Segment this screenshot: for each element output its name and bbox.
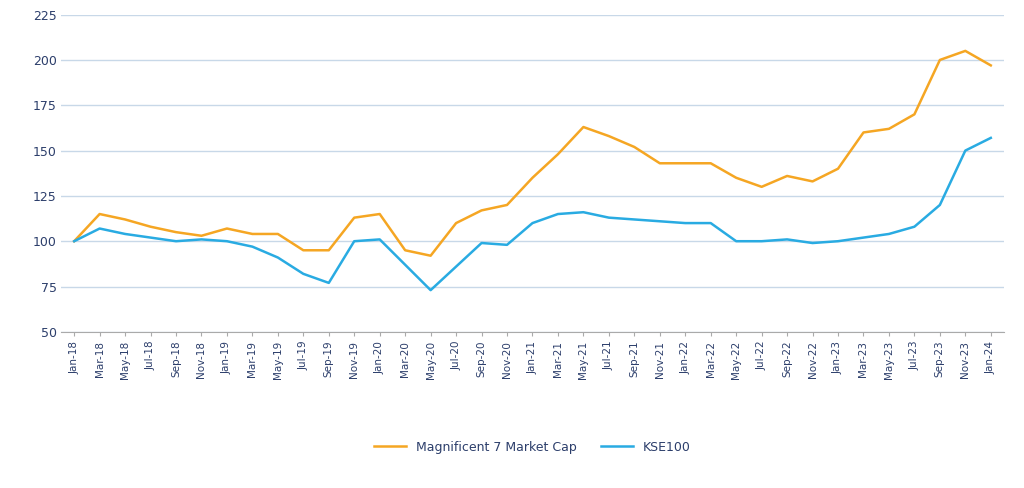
Magnificent 7 Market Cap (196, 233, 208, 239)
Magnificent 7 Market Cap (297, 247, 309, 253)
KSE100 (297, 271, 309, 277)
Magnificent 7 Market Cap (705, 161, 717, 166)
KSE100 (883, 231, 895, 237)
Magnificent 7 Market Cap (119, 217, 131, 223)
Magnificent 7 Market Cap (348, 215, 360, 221)
KSE100 (831, 238, 844, 244)
KSE100 (934, 202, 946, 208)
Magnificent 7 Market Cap (501, 202, 513, 208)
Magnificent 7 Market Cap (831, 166, 844, 172)
KSE100 (348, 238, 360, 244)
Magnificent 7 Market Cap (246, 231, 258, 237)
Magnificent 7 Market Cap (399, 247, 412, 253)
KSE100 (959, 148, 972, 154)
KSE100 (475, 240, 487, 246)
KSE100 (323, 280, 335, 286)
Magnificent 7 Market Cap (908, 111, 921, 117)
KSE100 (705, 220, 717, 226)
Magnificent 7 Market Cap (323, 247, 335, 253)
KSE100 (730, 238, 742, 244)
Magnificent 7 Market Cap (552, 151, 564, 157)
KSE100 (552, 211, 564, 217)
KSE100 (450, 264, 462, 269)
KSE100 (653, 218, 666, 224)
KSE100 (271, 255, 284, 261)
KSE100 (603, 215, 615, 221)
KSE100 (807, 240, 819, 246)
KSE100 (68, 238, 80, 244)
Magnificent 7 Market Cap (679, 161, 691, 166)
Line: Magnificent 7 Market Cap: Magnificent 7 Market Cap (74, 51, 991, 256)
KSE100 (119, 231, 131, 237)
KSE100 (526, 220, 539, 226)
KSE100 (399, 262, 412, 268)
Line: KSE100: KSE100 (74, 138, 991, 290)
KSE100 (908, 224, 921, 230)
Magnificent 7 Market Cap (807, 179, 819, 184)
Magnificent 7 Market Cap (578, 124, 590, 130)
KSE100 (170, 238, 182, 244)
Magnificent 7 Market Cap (68, 238, 80, 244)
Magnificent 7 Market Cap (221, 225, 233, 231)
KSE100 (246, 244, 258, 249)
KSE100 (196, 237, 208, 243)
KSE100 (578, 209, 590, 215)
Magnificent 7 Market Cap (959, 48, 972, 54)
KSE100 (425, 287, 437, 293)
Magnificent 7 Market Cap (883, 126, 895, 132)
Magnificent 7 Market Cap (93, 211, 105, 217)
Magnificent 7 Market Cap (934, 57, 946, 63)
Magnificent 7 Market Cap (756, 184, 768, 190)
KSE100 (374, 237, 386, 243)
Magnificent 7 Market Cap (653, 161, 666, 166)
Magnificent 7 Market Cap (475, 207, 487, 213)
Magnificent 7 Market Cap (425, 253, 437, 259)
Magnificent 7 Market Cap (170, 229, 182, 235)
KSE100 (781, 237, 794, 243)
KSE100 (93, 225, 105, 231)
Magnificent 7 Market Cap (271, 231, 284, 237)
KSE100 (857, 235, 869, 241)
Magnificent 7 Market Cap (781, 173, 794, 179)
Magnificent 7 Market Cap (526, 175, 539, 181)
KSE100 (628, 217, 640, 223)
KSE100 (756, 238, 768, 244)
Magnificent 7 Market Cap (628, 144, 640, 150)
KSE100 (221, 238, 233, 244)
Magnificent 7 Market Cap (985, 62, 997, 68)
Magnificent 7 Market Cap (144, 224, 157, 230)
KSE100 (679, 220, 691, 226)
Magnificent 7 Market Cap (603, 133, 615, 139)
Magnificent 7 Market Cap (730, 175, 742, 181)
KSE100 (985, 135, 997, 141)
Magnificent 7 Market Cap (450, 220, 462, 226)
KSE100 (501, 242, 513, 248)
Magnificent 7 Market Cap (374, 211, 386, 217)
KSE100 (144, 235, 157, 241)
Legend: Magnificent 7 Market Cap, KSE100: Magnificent 7 Market Cap, KSE100 (370, 436, 695, 459)
Magnificent 7 Market Cap (857, 129, 869, 135)
